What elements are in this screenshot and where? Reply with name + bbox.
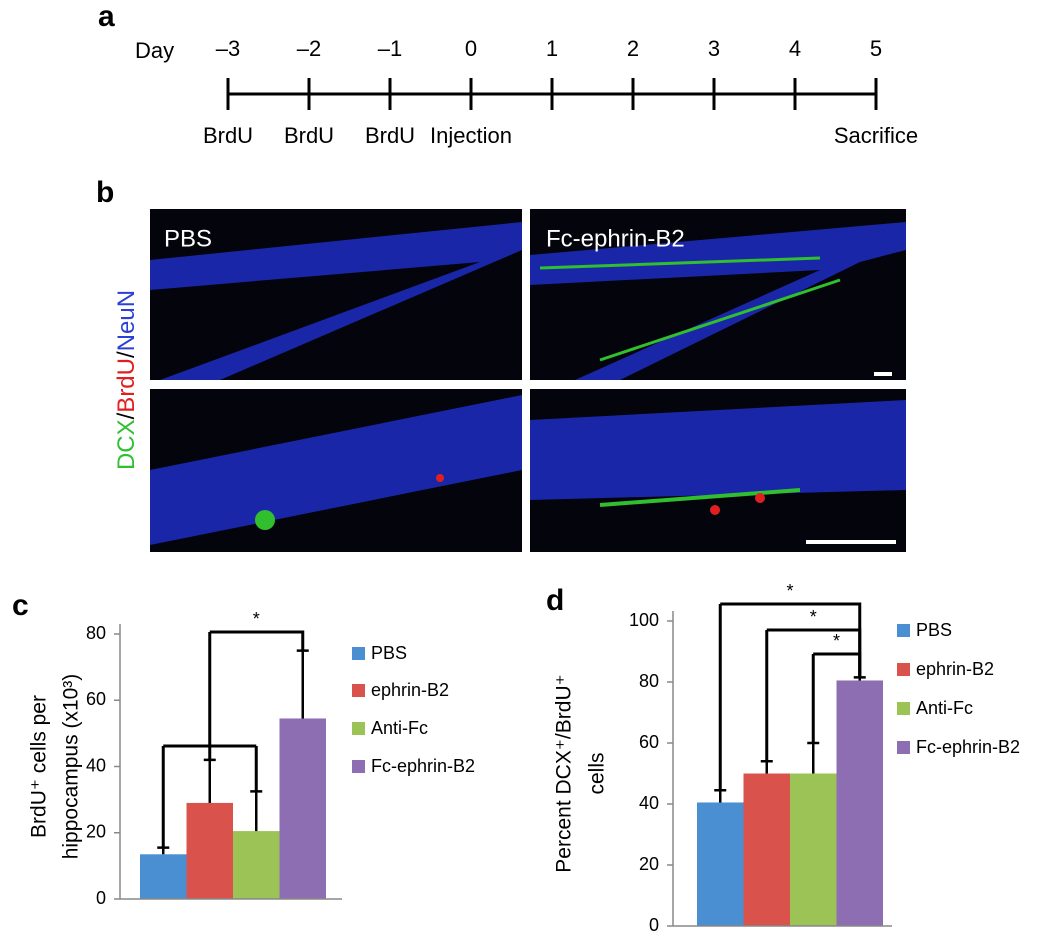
cell-layer [150,222,522,380]
error-bar [807,741,820,774]
timeline-event: BrdU [365,123,415,148]
bar [279,718,326,899]
y-axis-label: cells [586,752,609,794]
stain-part: / [113,351,140,358]
significance-bracket [209,630,305,651]
timeline-tick-label: 3 [708,36,720,61]
legend-label: PBS [371,643,407,663]
significance-bracket [161,632,258,848]
legend-swatch [897,663,910,676]
dcx-cells [539,256,841,362]
legend-swatch [352,684,365,697]
scale-bar [806,540,896,544]
stain-part: DCX [113,419,140,470]
scale-bar [874,372,892,376]
y-tick-label: 40 [86,755,106,775]
timeline-tick-label: 5 [870,36,882,61]
bar [743,773,790,926]
timeline-event: Sacrifice [834,123,918,148]
stain-label: DCX/BrdU/NeuN [113,290,140,470]
error-bar [296,649,309,719]
bar [836,680,883,926]
y-tick-label: 100 [629,610,659,630]
timeline-event: BrdU [284,123,334,148]
stain-part: NeuN [113,290,140,351]
error-bar [157,846,170,855]
legend-swatch [897,741,910,754]
timeline-tick-label: 0 [465,36,477,61]
timeline-tick-label: –3 [216,36,240,61]
bar [140,854,187,899]
legend-swatch [352,647,365,660]
y-axis-label: hippocampus (x10³) [60,674,83,860]
panel-label: d [546,584,564,617]
timeline-event: BrdU [203,123,253,148]
dcx-cell [255,510,275,530]
error-bar [714,789,727,803]
y-tick-label: 20 [86,822,106,842]
legend-label: PBS [916,620,952,640]
significance-label: * [810,607,817,627]
panel-label: b [96,176,114,209]
timeline-tick-label: 4 [789,36,801,61]
condition-label: PBS [164,225,212,252]
timeline-tick-label: –1 [378,36,402,61]
legend-swatch [897,624,910,637]
significance-label: * [833,631,840,651]
panel-label: a [98,0,115,33]
dcx-cells [599,488,801,507]
bar [697,802,744,926]
stain-part: BrdU [113,358,140,413]
timeline-event: Injection [430,123,512,148]
significance-label: * [786,581,793,601]
y-axis-label: BrdU⁺ cells per [28,695,51,838]
y-tick-label: 0 [96,888,106,908]
error-bar [760,760,773,774]
legend-swatch [897,702,910,715]
y-tick-label: 40 [639,793,659,813]
legend-swatch [352,760,365,773]
y-tick-label: 60 [639,732,659,752]
brdu-cell [710,505,720,515]
cell-layer [530,222,906,380]
y-tick-label: 20 [639,854,659,874]
error-bar [203,758,216,803]
brdu-cell [755,493,765,503]
legend-label: Anti-Fc [371,718,428,738]
legend-label: ephrin-B2 [371,680,449,700]
error-bar [250,790,263,832]
bar [233,831,280,899]
timeline-tick-label: –2 [297,36,321,61]
legend-label: Fc-ephrin-B2 [916,737,1020,757]
micrographs [150,209,906,552]
legend-swatch [352,722,365,735]
bar [790,773,837,926]
legend-label: Anti-Fc [916,698,973,718]
timeline-tick-label: 1 [546,36,558,61]
significance-label: * [253,609,260,629]
legend-label: ephrin-B2 [916,659,994,679]
error-bar [853,676,866,681]
condition-label: Fc-ephrin-B2 [546,225,685,252]
bar [186,802,233,899]
brdu-cell [436,474,444,482]
stain-part: / [113,412,140,419]
significance-bracket [813,652,862,678]
legend-label: Fc-ephrin-B2 [371,756,475,776]
y-tick-label: 80 [639,671,659,691]
panel-label: c [12,589,29,622]
y-tick-label: 60 [86,689,106,709]
timeline-tick-label: 2 [627,36,639,61]
timeline-label: Day [135,38,174,63]
cell-layer [530,400,906,500]
y-tick-label: 0 [649,915,659,935]
cell-layer [150,395,522,545]
y-tick-label: 80 [86,623,106,643]
y-axis-label: Percent DCX⁺/BrdU⁺ [553,674,576,872]
